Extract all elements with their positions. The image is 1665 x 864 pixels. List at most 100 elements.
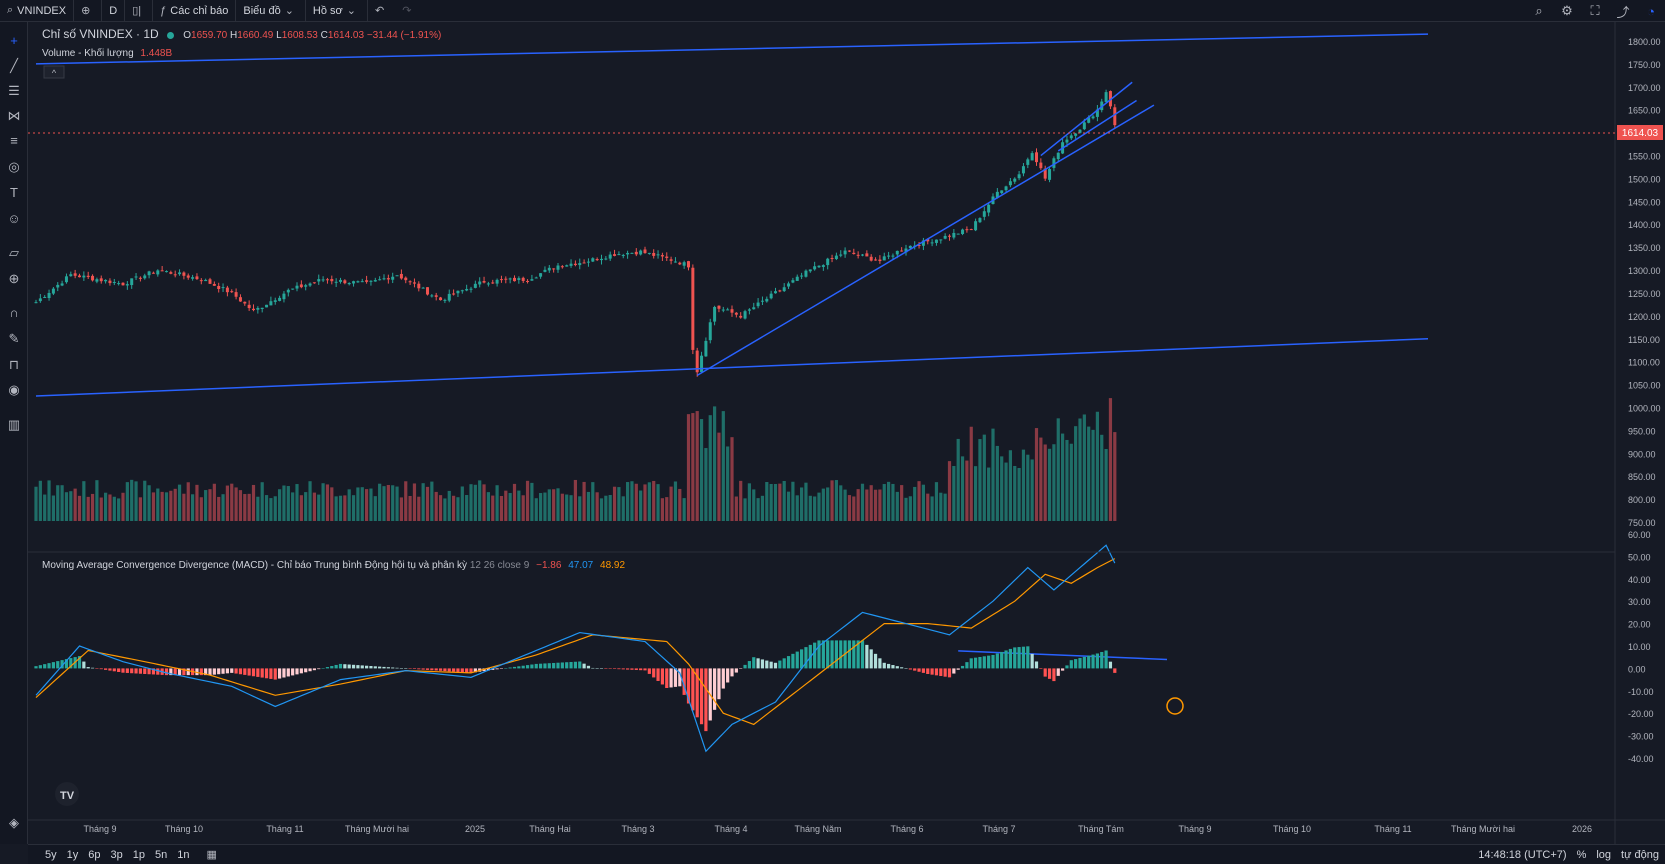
volume-bar (1047, 448, 1052, 521)
candle-body (1030, 153, 1034, 161)
price-axis: 1800.001750.001700.001650.001600.001550.… (1628, 37, 1661, 528)
range-button-3p[interactable]: 3p (110, 848, 123, 861)
lock-icon[interactable]: ⊓ (8, 357, 20, 372)
trash-icon[interactable]: ▥ (7, 417, 21, 432)
fullscreen-icon[interactable]: ⛶ (1590, 3, 1600, 18)
chart-menu-label: Biểu đồ (243, 4, 281, 17)
trendline-icon[interactable]: ╱ (10, 58, 18, 73)
candle-body (473, 283, 477, 288)
magnet-icon[interactable]: ∩ (9, 305, 19, 320)
volume-bar (169, 490, 173, 521)
crosshair-icon[interactable]: + (10, 33, 18, 48)
candle-body (60, 283, 64, 286)
log-toggle[interactable]: log (1596, 849, 1612, 861)
gear-icon[interactable]: ⚙ (1561, 3, 1573, 18)
chart-menu-button[interactable]: Biểu đồ ⌄ (236, 0, 306, 22)
ruler-icon[interactable]: ▱ (9, 245, 19, 260)
profile-menu-button[interactable]: Hồ sơ ⌄ (306, 0, 368, 22)
chart-type-button[interactable]: ▯| (125, 0, 154, 22)
macd-hist-bar (826, 640, 830, 669)
projection-icon[interactable]: ≡ (10, 133, 18, 148)
volume-bar (473, 484, 477, 521)
range-button-1n[interactable]: 1n (177, 848, 190, 861)
candle-body (791, 280, 795, 283)
candle-body (1113, 107, 1117, 126)
macd-hist-bar (343, 664, 347, 669)
date-range-icon[interactable]: ▦ (206, 849, 217, 861)
macd-hist-bar (238, 668, 243, 675)
chevron-down-icon: ⌄ (284, 5, 294, 17)
range-button-1p[interactable]: 1p (132, 848, 145, 861)
macd-lines (35, 544, 1116, 753)
zoom-in-icon[interactable]: ⊕ (8, 271, 20, 286)
time-tick-label: Tháng 11 (266, 824, 303, 834)
range-button-5n[interactable]: 5n (155, 848, 168, 861)
indicators-button[interactable]: ƒ Các chỉ báo (153, 0, 237, 22)
lock-drawing-icon[interactable]: ✎ (8, 331, 20, 346)
symbol-search[interactable]: ⌕ VNINDEX (0, 0, 75, 22)
collapse-legend-button[interactable] (43, 65, 65, 79)
compare-button[interactable]: ⊕ (74, 0, 103, 22)
macd-hist-bar (108, 668, 112, 671)
price-chart[interactable]: 1800.001750.001700.001650.001600.001550.… (28, 22, 1665, 844)
chevron-down-icon: ⌄ (346, 5, 356, 17)
eye-icon[interactable]: ◉ (8, 382, 20, 397)
range-button-6p[interactable]: 6p (88, 848, 101, 861)
macd-hist-bar (847, 640, 852, 669)
candle-body (1069, 135, 1073, 139)
clock-time[interactable]: 14:48:18 (UTC+7) (1478, 849, 1567, 861)
tv-logo[interactable] (55, 782, 79, 806)
candle-body (621, 255, 625, 257)
percent-toggle[interactable]: % (1576, 849, 1587, 861)
macd-hist-bar (86, 667, 90, 669)
snapshot-icon[interactable]: ⤴ (1616, 4, 1630, 20)
redo-button[interactable]: ↷ (395, 0, 422, 22)
macd-hist-bar (839, 640, 843, 669)
candle-body (191, 277, 195, 279)
volume-bar (378, 483, 382, 521)
quick-search-icon[interactable]: ⌕ (1535, 3, 1543, 18)
publish-icon[interactable]: ◔ (1647, 3, 1655, 19)
macd-hist-bar (491, 668, 495, 670)
price-tick-label: 1250.00 (1628, 289, 1661, 299)
interval-button[interactable]: D (102, 0, 126, 22)
macd-hist-bar (234, 668, 238, 674)
macd-legend: Moving Average Convergence Divergence (M… (42, 560, 625, 571)
brush-icon[interactable]: ◎ (8, 159, 20, 174)
candle-body (760, 300, 764, 302)
macd-hist-bar (256, 668, 260, 677)
range-button-5y[interactable]: 5y (45, 848, 57, 861)
macd-hist-bar (112, 668, 116, 672)
macd-hist-bar (991, 654, 995, 669)
undo-button[interactable]: ↶ (368, 0, 395, 22)
emoji-icon[interactable]: ☺ (7, 211, 21, 226)
macd-hist-bar (51, 662, 55, 669)
fib-icon[interactable]: ☰ (8, 83, 20, 98)
volume-bar (399, 497, 403, 521)
candle-body (312, 282, 316, 284)
text-icon[interactable]: T (10, 185, 18, 200)
candle-body (426, 287, 429, 295)
volume-bar (995, 445, 999, 521)
macd-hist-bar (230, 668, 234, 673)
candle-body (325, 279, 329, 281)
time-tick-label: Tháng 7 (982, 824, 1015, 834)
candle-body (595, 259, 599, 261)
time-tick-label: Tháng 9 (1178, 824, 1211, 834)
volume-bar (660, 498, 664, 521)
auto-toggle[interactable]: tự động (1621, 849, 1659, 861)
layers-icon[interactable]: ◈ (9, 815, 19, 830)
volume-bar (469, 484, 473, 521)
macd-hist-bar (647, 668, 651, 674)
candle-body (365, 280, 369, 282)
range-button-1y[interactable]: 1y (66, 848, 79, 861)
high-label: H (229, 30, 238, 41)
macd-hist-bar (317, 668, 321, 670)
macd-hist-bar (869, 649, 873, 669)
volume-bar (543, 492, 547, 521)
macd-hist-bar (917, 668, 921, 672)
volume-bar (104, 492, 108, 521)
macd-hist-bar (1113, 668, 1117, 673)
candle-body (225, 287, 229, 293)
pattern-icon[interactable]: ⋈ (7, 108, 21, 123)
